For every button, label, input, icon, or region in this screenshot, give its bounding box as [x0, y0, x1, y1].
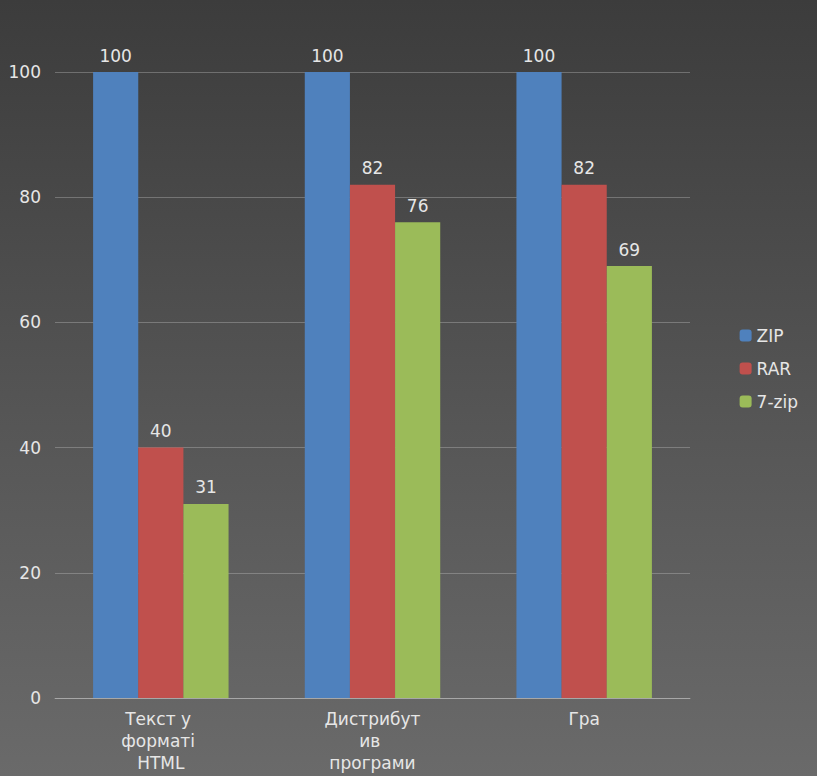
svg-text:82: 82 [573, 158, 595, 178]
svg-text:Текст у: Текст у [124, 709, 196, 729]
svg-text:60: 60 [19, 312, 41, 332]
svg-text:69: 69 [619, 240, 641, 260]
svg-text:100: 100 [523, 46, 555, 66]
svg-text:Дистрибут: Дистрибут [325, 709, 421, 729]
svg-text:Гра: Гра [568, 709, 600, 729]
svg-text:82: 82 [362, 158, 384, 178]
svg-text:програми: програми [329, 753, 415, 773]
svg-text:HTML: HTML [137, 753, 185, 773]
svg-text:0: 0 [30, 688, 41, 708]
svg-text:20: 20 [19, 563, 41, 583]
svg-text:31: 31 [195, 477, 217, 497]
svg-text:форматі: форматі [121, 731, 200, 751]
svg-text:80: 80 [19, 187, 41, 207]
svg-text:40: 40 [19, 438, 41, 458]
svg-text:RAR: RAR [757, 359, 792, 379]
svg-text:ZIP: ZIP [757, 326, 784, 346]
svg-text:40: 40 [150, 421, 172, 441]
svg-text:7-zip: 7-zip [757, 392, 798, 412]
svg-text:100: 100 [311, 46, 343, 66]
svg-text:76: 76 [407, 196, 429, 216]
svg-text:100: 100 [99, 46, 131, 66]
svg-text:ив: ив [359, 731, 385, 751]
svg-text:100: 100 [9, 62, 41, 82]
